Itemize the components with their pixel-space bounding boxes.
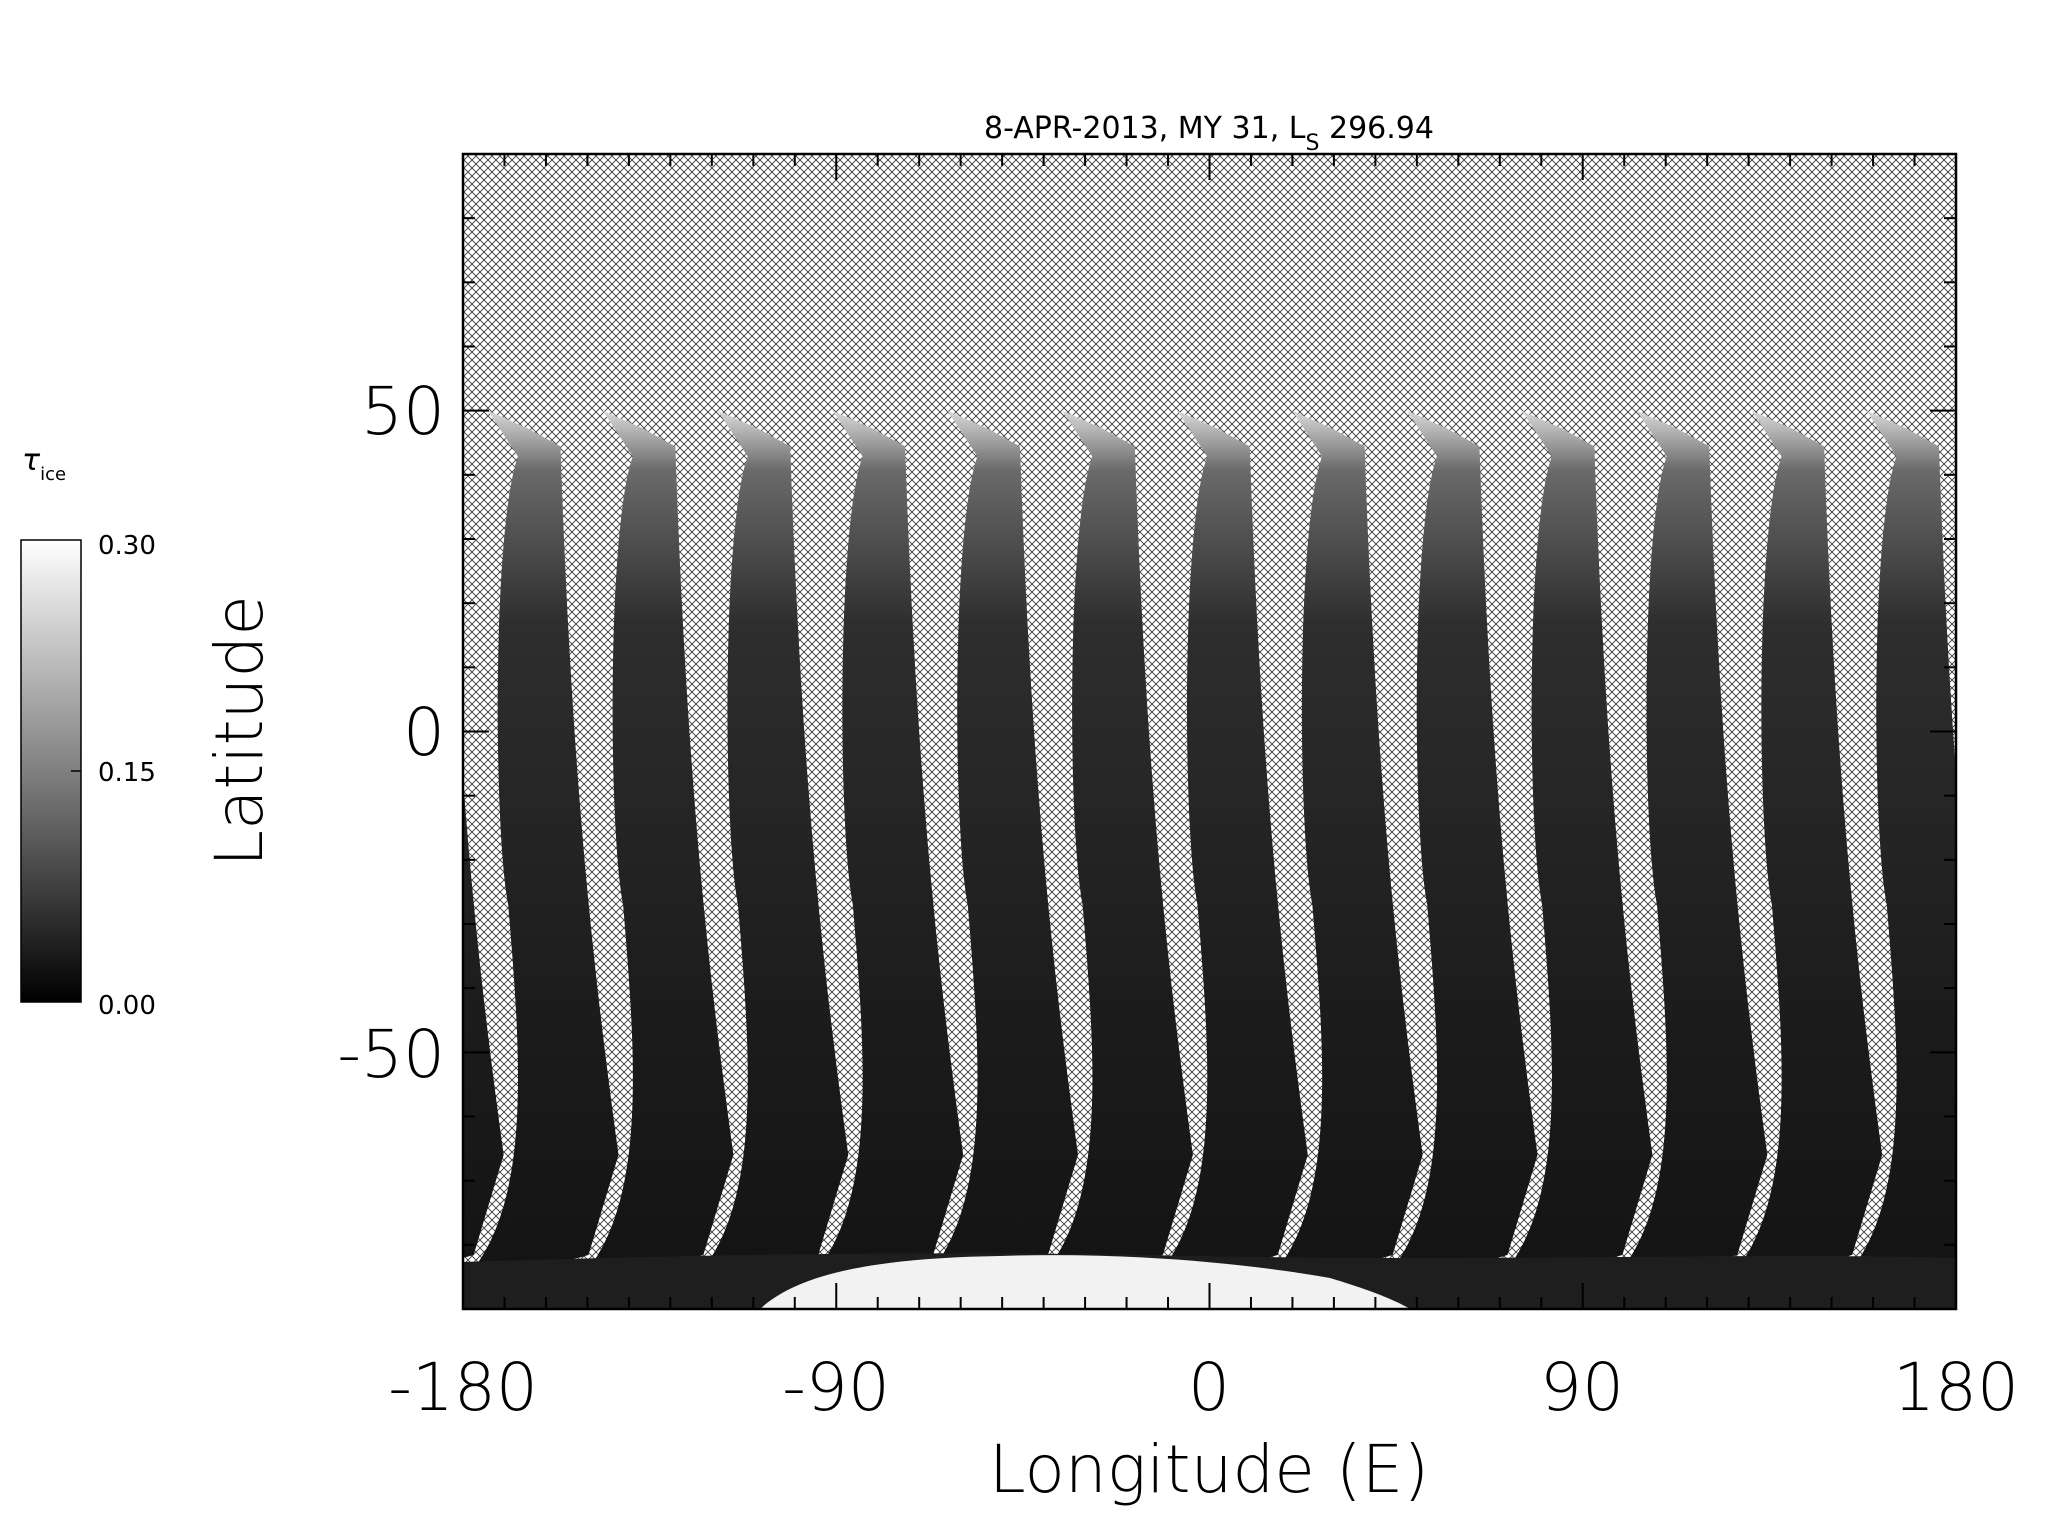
- orbit-swath: [1167, 410, 1308, 1265]
- south-polar-bright-cap: [760, 1255, 1410, 1309]
- orbit-swath: [463, 777, 504, 1258]
- orbit-swath: [592, 410, 734, 1265]
- orbit-swath: [1396, 410, 1538, 1265]
- orbit-swath: [1511, 410, 1653, 1265]
- y-tick-label: -50: [337, 1016, 445, 1093]
- colorbar-symbol: τ: [22, 443, 41, 478]
- axis-ticks: [462, 153, 1957, 1310]
- orbit-swath: [477, 410, 619, 1265]
- y-tick-label: 50: [361, 373, 445, 450]
- orbit-swath: [1282, 410, 1423, 1265]
- orbit-swath: [1626, 410, 1768, 1265]
- x-tick-label: 90: [1540, 1349, 1624, 1426]
- orbit-swath: [1856, 410, 1956, 1265]
- colorbar-tick-label: 0.15: [98, 758, 156, 788]
- orbit-swath: [1052, 410, 1193, 1265]
- x-tick-label: -180: [388, 1349, 538, 1426]
- x-tick-label: 180: [1893, 1349, 2019, 1426]
- orbit-swath: [822, 410, 964, 1265]
- chart-title: 8-APR-2013, MY 31, LS 296.94: [984, 111, 1434, 156]
- colorbar-title: τice: [22, 443, 66, 485]
- title-subscript: S: [1305, 131, 1319, 156]
- x-tick-label: -90: [782, 1349, 890, 1426]
- orbit-swath: [707, 410, 849, 1265]
- y-axis: 50 0 -50 Latitude: [201, 373, 445, 1093]
- colorbar: τice 0.30 0.15 0.00: [20, 443, 156, 1021]
- orbit-swath: [937, 410, 1079, 1265]
- colorbar-subscript: ice: [40, 464, 66, 485]
- colorbar-tick-label: 0.00: [98, 991, 156, 1021]
- title-main: 8-APR-2013, MY 31, L: [984, 111, 1306, 146]
- x-tick-label: 0: [1188, 1349, 1230, 1426]
- y-axis-label: Latitude: [201, 595, 278, 867]
- colorbar-tick-label: 0.30: [98, 531, 156, 561]
- title-suffix: 296.94: [1319, 111, 1434, 146]
- x-axis: -180 -90 0 90 180 Longitude (E): [388, 1349, 2019, 1508]
- x-axis-label: Longitude (E): [989, 1431, 1429, 1508]
- swath-layer: [463, 410, 1956, 1265]
- orbit-swath: [1741, 410, 1883, 1265]
- plot-area: [461, 152, 1958, 1311]
- y-tick-label: 0: [403, 694, 445, 771]
